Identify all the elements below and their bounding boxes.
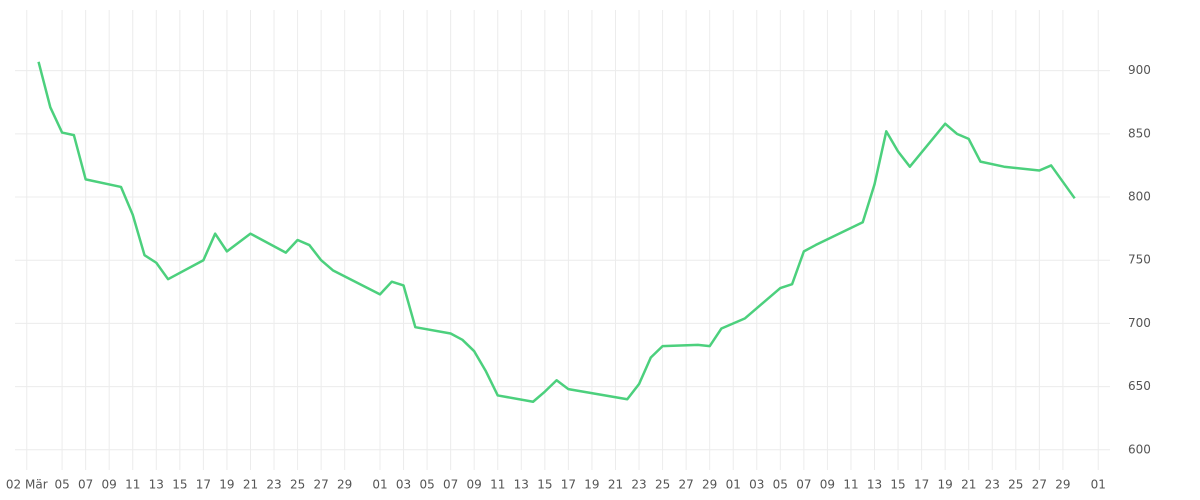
x-tick-label: 13	[149, 478, 164, 492]
x-tick-label: 11	[490, 478, 505, 492]
x-tick-label: 07	[796, 478, 811, 492]
x-tick-label: 05	[773, 478, 788, 492]
x-tick-label: 01	[1091, 478, 1106, 492]
x-tick-label: 27	[313, 478, 328, 492]
x-tick-label: 03	[396, 478, 411, 492]
x-tick-label: 23	[985, 478, 1000, 492]
y-tick-label: 600	[1128, 442, 1151, 456]
x-tick-label: 15	[172, 478, 187, 492]
x-tick-label: 29	[702, 478, 717, 492]
x-tick-label: 19	[938, 478, 953, 492]
x-tick-label: 25	[655, 478, 670, 492]
y-tick-label: 900	[1128, 63, 1151, 77]
x-tick-label: 23	[266, 478, 281, 492]
x-tick-label: 21	[961, 478, 976, 492]
x-tick-label: 09	[102, 478, 117, 492]
x-tick-label: 25	[1008, 478, 1023, 492]
x-tick-label: 07	[78, 478, 93, 492]
x-tick-label: 21	[243, 478, 258, 492]
x-tick-label: 05	[54, 478, 69, 492]
x-tick-label: 27	[1032, 478, 1047, 492]
x-tick-label: 15	[890, 478, 905, 492]
y-tick-label: 700	[1128, 316, 1151, 330]
x-tick-label: 09	[467, 478, 482, 492]
x-tick-label: 11	[843, 478, 858, 492]
y-tick-label: 800	[1128, 190, 1151, 204]
x-tick-label: 29	[1055, 478, 1070, 492]
y-tick-label: 750	[1128, 253, 1151, 267]
x-tick-label: 11	[125, 478, 140, 492]
x-tick-label: 27	[678, 478, 693, 492]
x-tick-label: 13	[514, 478, 529, 492]
x-tick-label: 07	[443, 478, 458, 492]
x-tick-label: 03	[749, 478, 764, 492]
x-tick-label: 19	[584, 478, 599, 492]
y-tick-label: 650	[1128, 379, 1151, 393]
x-tick-label: 19	[219, 478, 234, 492]
x-tick-label: 17	[561, 478, 576, 492]
price-line	[37, 61, 1076, 404]
x-tick-label: 17	[196, 478, 211, 492]
x-tick-label: 15	[537, 478, 552, 492]
x-tick-label: 21	[608, 478, 623, 492]
x-tick-label: 29	[337, 478, 352, 492]
x-tick-label: 01	[726, 478, 741, 492]
x-tick-label: 23	[631, 478, 646, 492]
y-tick-label: 850	[1128, 126, 1151, 140]
x-tick-label: 13	[867, 478, 882, 492]
x-tick-label: 05	[419, 478, 434, 492]
x-tick-label: 17	[914, 478, 929, 492]
x-tick-label: 02 Mär	[6, 478, 48, 492]
x-tick-label: 01	[372, 478, 387, 492]
x-tick-label: 09	[820, 478, 835, 492]
x-tick-label: 25	[290, 478, 305, 492]
